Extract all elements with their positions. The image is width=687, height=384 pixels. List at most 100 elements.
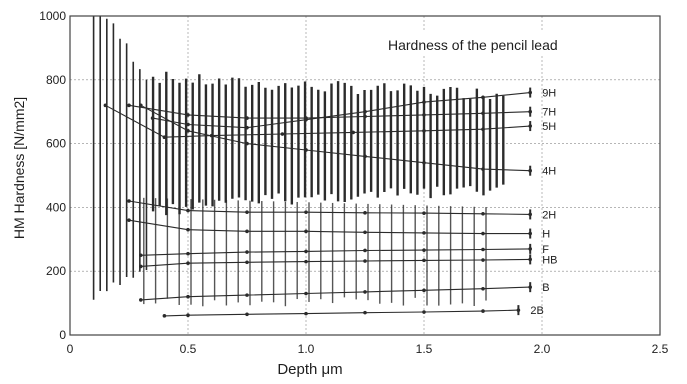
series-line-7h [128,104,531,119]
x-tick-label: 1.5 [416,342,433,356]
series-point [186,208,190,213]
series-point [186,261,190,266]
series-point [304,116,308,120]
x-tick-label: 2.0 [534,342,551,356]
series-point [481,309,485,313]
series-label-h: H [542,229,550,241]
title-backdrop [378,32,630,56]
series-point [245,116,249,120]
series-point [245,141,249,146]
series-point [139,103,143,108]
series-point [186,313,190,318]
x-tick-label: 2.5 [652,342,669,356]
series-point [304,259,308,264]
series-point [363,230,367,235]
series-point [481,95,485,100]
series-label-7h: 7H [542,107,556,119]
series-point [481,111,485,116]
series-point [422,248,426,252]
series-point [186,122,190,127]
series-label-b: B [542,282,549,294]
series-point [363,259,367,263]
x-axis-label: Depth μm [277,361,342,378]
series-line-f [140,248,531,256]
series-point [481,247,485,252]
series-point [127,218,131,222]
series-point [481,231,485,236]
y-tick-label: 1000 [39,9,66,23]
series-point [139,264,143,269]
series-point [304,249,308,254]
y-tick-label: 0 [59,328,66,342]
series-point [304,148,308,152]
series-point [186,129,190,133]
series-point [245,293,249,297]
series-point [245,250,249,254]
series-line-hb [140,258,531,267]
series-point [245,210,249,214]
series-point [481,167,485,171]
series-point [363,109,367,114]
series-point [127,103,131,108]
series-point [103,103,108,108]
y-tick-label: 200 [46,264,66,278]
series-point [363,211,367,215]
series-point [186,113,190,117]
series-lines [103,87,532,318]
series-line-5h [105,104,531,138]
series-point [304,229,308,234]
series-point [304,210,308,214]
series-label-2h: 2H [542,209,556,221]
series-point [139,298,143,302]
series-point [481,286,485,291]
x-tick-label: 1.0 [298,342,315,356]
series-point [304,311,308,316]
series-point [422,211,426,215]
series-point [139,253,143,258]
series-label-4h: 4H [542,166,556,178]
series-point [245,312,249,317]
y-axis-label: HM Hardness [N/mm2] [11,97,27,239]
series-line-9h [152,92,531,129]
series-point [127,199,131,203]
series-point [162,314,167,318]
series-point [422,258,426,263]
series-label-hb: HB [542,254,557,266]
series-point [186,294,190,299]
series-point [351,130,356,135]
series-point [245,260,249,265]
y-tick-label: 400 [46,200,66,214]
x-tick-label: 0 [67,342,74,356]
series-point [481,127,485,132]
series-label-f: F [542,244,549,256]
series-point [422,160,426,165]
plot-frame [69,15,661,336]
y-axis-ticks: 0 200 400 600 800 1000 [39,9,66,342]
series-label-9h: 9H [542,88,556,100]
series-point [422,310,426,314]
series-point [363,248,367,253]
series-line-2b [164,309,519,317]
y-tick-label: 600 [46,137,66,151]
chart-title: Hardness of the pencil lead [388,37,558,53]
series-point [363,310,367,315]
series-label-5h: 5H [542,121,556,133]
series-line-4h [140,104,531,172]
measurement-scatter [92,16,505,307]
series-point [422,100,426,104]
series-line-b [140,286,531,301]
series-point [280,132,285,136]
series-line-2h [128,200,531,215]
series-point [422,129,426,133]
series-point [150,116,155,120]
series-point [422,288,426,293]
series-label-2b: 2B [530,305,543,317]
series-point [304,291,308,296]
x-axis-ticks: 0 0.5 1.0 1.5 2.0 2.5 [67,342,669,356]
series-point [245,125,249,130]
series-point [481,211,485,216]
series-point [481,258,485,262]
series-point [245,229,249,234]
